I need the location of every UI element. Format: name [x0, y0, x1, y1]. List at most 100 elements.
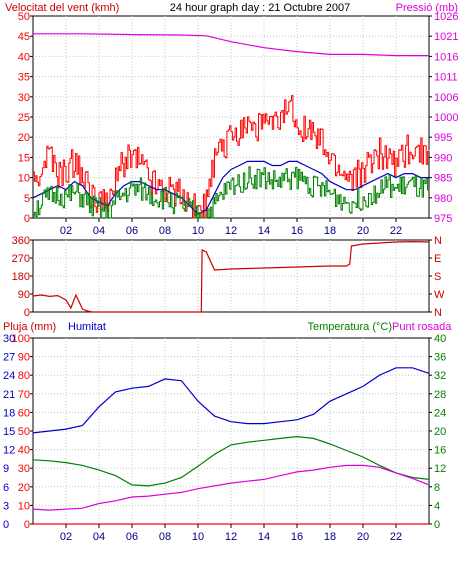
right-tick-label: S: [434, 271, 441, 283]
left-tick-label: 90: [18, 289, 30, 301]
direction-series-line: [32, 240, 430, 313]
gust-series-line: [33, 95, 430, 219]
left-tick-label: 50: [18, 11, 30, 23]
dewpoint-axis-title: Punt rosada: [392, 321, 452, 333]
graph-title: 24 hour graph day : 21 Octubre 2007: [170, 2, 350, 14]
right-tick-label: 16: [434, 445, 446, 457]
right-tick-label: 36: [434, 352, 446, 364]
humidity-tick-label: 9: [3, 463, 9, 475]
humidity-series-line: [32, 367, 430, 434]
x-tick-label: 22: [390, 225, 402, 237]
rain-axis-title: Pluja (mm): [3, 321, 56, 333]
x-tick-label: 08: [159, 531, 171, 543]
right-tick-label: N: [434, 307, 442, 319]
left-tick-label: 50: [18, 426, 30, 438]
x-tick-label: 14: [258, 531, 270, 543]
right-tick-label: 980: [434, 193, 452, 205]
x-tick-label: 06: [126, 531, 138, 543]
right-tick-label: 4: [434, 500, 440, 512]
right-tick-label: 28: [434, 389, 446, 401]
x-tick-label: 12: [225, 225, 237, 237]
x-tick-label: 10: [192, 531, 204, 543]
left-tick-label: 10: [18, 173, 30, 185]
humidity-tick-label: 24: [3, 370, 15, 382]
right-tick-label: 1011: [434, 72, 458, 84]
humidity-tick-label: 12: [3, 445, 15, 457]
wind-x-ticks: 02 04 06 08 10 12 14 16 18 20 22: [60, 218, 402, 237]
left-tick-label: 100: [12, 333, 30, 345]
right-tick-label: 24: [434, 407, 446, 419]
x-tick-label: 20: [357, 225, 369, 237]
rain-left-ticks: 0 10 20 30 40 50 60 70 80 90 100: [12, 333, 33, 531]
left-tick-label: 60: [18, 407, 30, 419]
right-tick-label: 1006: [434, 92, 458, 104]
humidity-tick-label: 30: [3, 333, 15, 345]
humidity-tick-label: 6: [3, 482, 9, 494]
wind-series: [32, 33, 430, 219]
x-tick-label: 14: [258, 225, 270, 237]
humidity-tick-label: 18: [3, 407, 15, 419]
humidity-tick-label: 0: [3, 519, 9, 531]
humidity-axis-title: Humitat: [68, 321, 106, 333]
left-tick-label: 5: [24, 193, 30, 205]
humidity-left-ticks: 0 3 6 9 12 15 18 21 24 27 30: [3, 333, 15, 531]
left-tick-label: 40: [18, 51, 30, 63]
climate-grid: [33, 338, 429, 524]
left-tick-label: 80: [18, 370, 30, 382]
direction-left-ticks: 0 90 180 270 360: [12, 235, 33, 319]
humidity-tick-label: 3: [3, 500, 9, 512]
direction-series: [32, 240, 430, 313]
humidity-tick-label: 15: [3, 426, 15, 438]
humidity-tick-label: 27: [3, 352, 15, 364]
temperature-right-ticks: 0 4 8 12 16 20 24 28 32 36 40: [429, 333, 446, 531]
right-tick-label: 1000: [434, 112, 458, 124]
left-tick-label: 15: [18, 152, 30, 164]
right-tick-label: 985: [434, 173, 452, 185]
climate-x-ticks: 02 04 06 08 10 12 14 16 18 20 22: [60, 524, 402, 543]
left-tick-label: 180: [12, 271, 30, 283]
x-tick-label: 04: [93, 531, 105, 543]
right-tick-label: 20: [434, 426, 446, 438]
right-tick-label: 1026: [434, 11, 458, 23]
left-tick-label: 70: [18, 389, 30, 401]
pressure-axis-title: Pressió (mb): [396, 2, 458, 14]
x-tick-label: 02: [60, 225, 72, 237]
right-tick-label: 975: [434, 213, 452, 225]
left-tick-label: 30: [18, 463, 30, 475]
humidity-tick-label: 21: [3, 389, 15, 401]
left-tick-label: 0: [24, 519, 30, 531]
wind-left-ticks: 0 5 10 15 20 25 30 35 40 45 50: [18, 11, 33, 225]
x-tick-label: 10: [192, 225, 204, 237]
x-tick-label: 18: [324, 531, 336, 543]
left-tick-label: 35: [18, 72, 30, 84]
right-tick-label: 995: [434, 132, 452, 144]
right-tick-label: 8: [434, 482, 440, 494]
right-tick-label: 1016: [434, 51, 458, 63]
left-tick-label: 0: [24, 307, 30, 319]
wind-axis-title: Velocitat del vent (kmh): [5, 2, 119, 14]
left-tick-label: 0: [24, 213, 30, 225]
left-tick-label: 10: [18, 500, 30, 512]
left-tick-label: 45: [18, 31, 30, 43]
left-tick-label: 20: [18, 482, 30, 494]
x-tick-label: 08: [159, 225, 171, 237]
x-tick-label: 04: [93, 225, 105, 237]
pressure-right-ticks: 975 980 985 990 995 1000 1006 1011 1016 1021 1026: [429, 11, 458, 225]
left-tick-label: 360: [12, 235, 30, 247]
min-series-line: [33, 166, 430, 219]
right-tick-label: 1021: [434, 31, 458, 43]
temperature-series-line: [32, 435, 430, 487]
left-tick-label: 90: [18, 352, 30, 364]
temperature-axis-title: Temperatura (°C): [308, 321, 392, 333]
left-tick-label: 20: [18, 132, 30, 144]
x-tick-label: 16: [291, 531, 303, 543]
right-tick-label: N: [434, 235, 442, 247]
x-tick-label: 02: [60, 531, 72, 543]
left-tick-label: 40: [18, 445, 30, 457]
left-tick-label: 270: [12, 253, 30, 265]
x-tick-label: 22: [390, 531, 402, 543]
left-tick-label: 30: [18, 92, 30, 104]
x-tick-label: 06: [126, 225, 138, 237]
